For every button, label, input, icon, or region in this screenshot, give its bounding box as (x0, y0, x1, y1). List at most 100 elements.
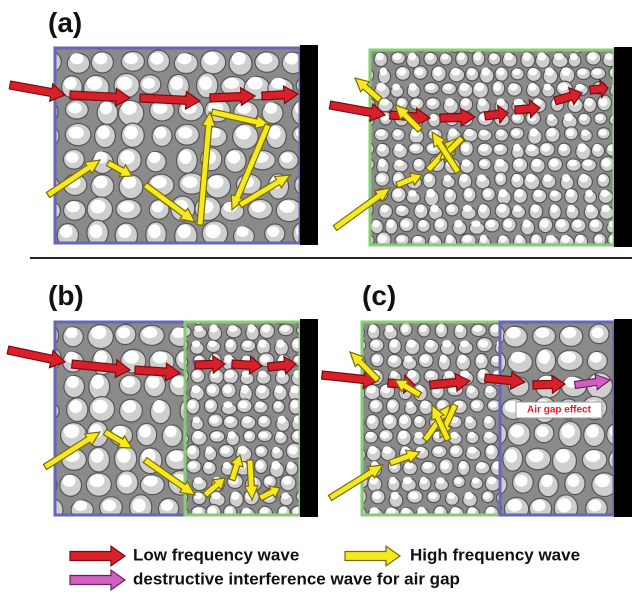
cell-hole (522, 219, 531, 228)
cell-hole (32, 28, 47, 39)
cell-hole (178, 351, 185, 364)
cell-hole (569, 53, 578, 61)
cell-hole (177, 224, 191, 239)
cell-hole (132, 498, 146, 513)
cell (478, 520, 491, 533)
wall (614, 319, 632, 517)
arrow (237, 174, 292, 209)
cell (55, 51, 62, 73)
cell-hole (151, 27, 163, 40)
cell-hole (549, 158, 559, 167)
cell-hole (587, 52, 597, 61)
cell-hole (614, 251, 621, 257)
cell (91, 300, 112, 319)
cell-hole (281, 492, 290, 500)
cell-hole (592, 68, 602, 76)
cell-hole (37, 424, 50, 438)
cell-hole (513, 205, 522, 213)
cell-hole (450, 67, 461, 76)
cell-hole (207, 506, 217, 515)
cell (590, 522, 613, 541)
cell-hole (461, 159, 471, 167)
cell (55, 379, 56, 388)
cell-hole (226, 339, 234, 348)
cell (240, 308, 254, 322)
cell-hole (408, 83, 417, 91)
cell-hole (390, 370, 398, 378)
cell (82, 248, 102, 271)
cell-hole (479, 204, 487, 213)
cell-hole (510, 425, 524, 438)
cell-hole (123, 350, 139, 364)
cell-hole (443, 523, 453, 529)
cell-hole (120, 150, 135, 164)
cell-hole (566, 128, 575, 137)
cell-hole (223, 401, 233, 408)
cell (174, 299, 194, 319)
cell-hole (223, 78, 240, 89)
cell-hole (459, 461, 467, 470)
cell-hole (384, 415, 394, 424)
cell-hole (557, 498, 572, 513)
cell-hole (369, 324, 377, 333)
cell-hole (117, 448, 131, 463)
cell (154, 48, 164, 50)
cell-hole (406, 339, 416, 348)
cell-hole (575, 234, 584, 243)
cell-hole (494, 144, 504, 152)
cell (150, 520, 174, 545)
cell-hole (379, 98, 389, 106)
cell-hole (259, 431, 269, 439)
arrow (483, 104, 509, 125)
cell (254, 522, 267, 537)
cell-hole (427, 98, 437, 106)
cell-hole (282, 476, 292, 485)
cell-hole (426, 188, 435, 198)
cell-hole (119, 201, 135, 213)
cell-hole (420, 400, 430, 409)
legend-text: Low frequency wave (133, 545, 299, 564)
cell (372, 524, 385, 537)
cell-hole (64, 525, 79, 536)
cell-hole (352, 309, 361, 317)
cell-hole (65, 327, 78, 339)
cell (268, 522, 284, 535)
cell-hole (599, 97, 608, 107)
cell-hole (445, 234, 454, 244)
cell-hole (520, 37, 529, 45)
cell-hole (273, 401, 282, 408)
cell-hole (40, 402, 53, 412)
cell-hole (514, 189, 524, 198)
cell-hole (528, 83, 537, 91)
cell-hole (96, 525, 111, 536)
cell-hole (587, 38, 596, 45)
arrow (349, 351, 381, 383)
arrow (231, 355, 264, 376)
cell-hole (502, 37, 510, 45)
cell-hole (124, 53, 139, 65)
cell-hole (59, 225, 73, 238)
cell-hole (392, 83, 400, 91)
cell-hole (410, 144, 420, 152)
cell-hole (187, 400, 197, 409)
cell-hole (430, 204, 439, 213)
arrow (394, 104, 423, 133)
cell-hole (164, 425, 177, 438)
cell (612, 250, 624, 262)
cell-hole (414, 416, 423, 424)
cell-hole (621, 525, 632, 536)
cell (125, 48, 136, 50)
cell-hole (255, 401, 264, 408)
cell-hole (276, 339, 285, 348)
cell-hole (150, 52, 164, 65)
cell (599, 299, 623, 319)
cell-hole (184, 524, 198, 537)
cell-hole (375, 52, 384, 61)
cell-hole (586, 204, 595, 213)
cell-hole (398, 430, 408, 440)
cell-hole (209, 324, 218, 333)
cell-hole (393, 129, 402, 136)
cell-hole (498, 235, 507, 243)
cell (370, 141, 375, 156)
arrow (573, 373, 612, 391)
